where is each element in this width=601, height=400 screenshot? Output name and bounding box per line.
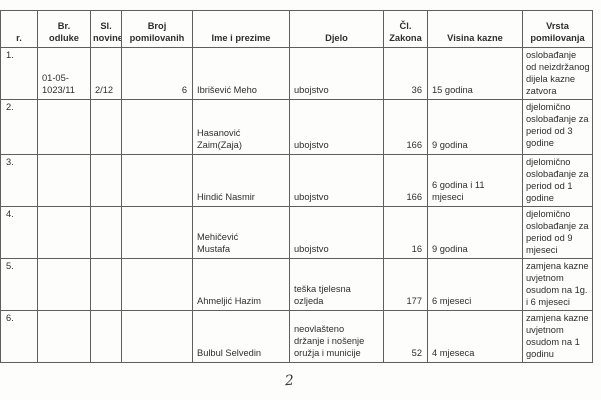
cell-broj-pomilovanih	[121, 310, 193, 363]
cell-ime-i-prezime: Hindić Nasmir	[192, 154, 290, 207]
cell-vrsta-pomilovanja: djelomično oslobađanje za period od 9 mj…	[522, 206, 593, 259]
cell-br-odluke	[37, 154, 91, 207]
header-row: r. Br. odluke Sl. novine Broj pomilovani…	[0, 10, 593, 48]
table-row: 6. Bulbul Selvedin neovlašteno držanje i…	[0, 310, 593, 363]
cell-broj-pomilovanih	[121, 154, 193, 207]
cell-djelo: ubojstvo	[289, 47, 384, 100]
column-header-rbr: r.	[0, 10, 38, 48]
cell-djelo: teška tjelesna ozljeda	[289, 258, 384, 311]
cell-br-odluke	[37, 310, 91, 363]
cell-visina-kazne: 4 mjeseca	[427, 310, 523, 363]
cell-visina-kazne: 9 godina	[427, 206, 523, 259]
cell-cl-zakona: 36	[383, 47, 428, 100]
cell-cl-zakona: 177	[383, 258, 428, 311]
cell-rbr: 3.	[0, 154, 38, 207]
column-header-visina-kazne: Visina kazne	[427, 10, 523, 48]
cell-broj-pomilovanih	[121, 99, 193, 155]
cell-sl-novine	[90, 99, 122, 155]
cell-vrsta-pomilovanja: zamjena kazne uvjetnom osudom na 1g. i 6…	[522, 258, 593, 311]
cell-broj-pomilovanih	[121, 258, 193, 311]
cell-vrsta-pomilovanja: zamjena kazne uvjetnom osudom na 1 godin…	[522, 310, 593, 363]
cell-rbr: 5.	[0, 258, 38, 311]
column-header-djelo: Djelo	[289, 10, 384, 48]
column-header-vrsta-pomilovanja: Vrsta pomilovanja	[522, 10, 593, 48]
cell-ime-i-prezime: Ahmeljić Hazim	[192, 258, 290, 311]
cell-visina-kazne: 9 godina	[427, 99, 523, 155]
cell-djelo: neovlašteno držanje i nošenje oružja i m…	[289, 310, 384, 363]
cell-cl-zakona: 52	[383, 310, 428, 363]
cell-br-odluke	[37, 99, 91, 155]
cell-rbr: 2.	[0, 99, 38, 155]
cell-rbr: 6.	[0, 310, 38, 363]
cell-djelo: ubojstvo	[289, 99, 384, 155]
cell-br-odluke	[37, 206, 91, 259]
cell-vrsta-pomilovanja: djelomično oslobađanje za period od 3 go…	[522, 99, 593, 155]
table-row: 5. Ahmeljić Hazim teška tjelesna ozljeda…	[0, 258, 593, 311]
column-header-sl-novine: Sl. novine	[90, 10, 122, 48]
cell-vrsta-pomilovanja: oslobađanje od neizdržanog dijela kazne …	[522, 47, 593, 100]
page-number: 2	[284, 372, 295, 390]
column-header-ime-i-prezime: Ime i prezime	[192, 10, 290, 48]
cell-vrsta-pomilovanja: djelomično oslobađanje za period od 1 go…	[522, 154, 593, 207]
cell-rbr: 1.	[0, 47, 38, 100]
table-row: 1. 01-05- 1023/11 2/12 6 Ibrišević Meho …	[0, 47, 593, 100]
cell-sl-novine	[90, 206, 122, 259]
cell-broj-pomilovanih	[121, 206, 193, 259]
column-header-cl-zakona: Čl. Zakona	[383, 10, 428, 48]
cell-cl-zakona: 166	[383, 99, 428, 155]
cell-visina-kazne: 15 godina	[427, 47, 523, 100]
column-header-broj-pomilovanih: Broj pomilovanih	[121, 10, 193, 48]
cell-cl-zakona: 166	[383, 154, 428, 207]
column-header-br-odluke: Br. odluke	[37, 10, 91, 48]
cell-broj-pomilovanih: 6	[121, 47, 193, 100]
cell-sl-novine	[90, 154, 122, 207]
cell-ime-i-prezime: Mehičević Mustafa	[192, 206, 290, 259]
pardons-table: r. Br. odluke Sl. novine Broj pomilovani…	[0, 10, 593, 363]
cell-sl-novine	[90, 258, 122, 311]
cell-visina-kazne: 6 godina i 11 mjeseci	[427, 154, 523, 207]
cell-ime-i-prezime: Hasanović Zaim(Zaja)	[192, 99, 290, 155]
cell-djelo: ubojstvo	[289, 154, 384, 207]
cell-sl-novine	[90, 310, 122, 363]
table-row: 3. Hindić Nasmir ubojstvo 166 6 godina i…	[0, 154, 593, 207]
cell-br-odluke	[37, 258, 91, 311]
table-row: 4. Mehičević Mustafa ubojstvo 16 9 godin…	[0, 206, 593, 259]
table-row: 2. Hasanović Zaim(Zaja) ubojstvo 166 9 g…	[0, 99, 593, 155]
cell-br-odluke: 01-05- 1023/11	[37, 47, 91, 100]
cell-ime-i-prezime: Ibrišević Meho	[192, 47, 290, 100]
cell-sl-novine: 2/12	[90, 47, 122, 100]
cell-visina-kazne: 6 mjeseci	[427, 258, 523, 311]
cell-rbr: 4.	[0, 206, 38, 259]
cell-djelo: ubojstvo	[289, 206, 384, 259]
cell-ime-i-prezime: Bulbul Selvedin	[192, 310, 290, 363]
cell-cl-zakona: 16	[383, 206, 428, 259]
